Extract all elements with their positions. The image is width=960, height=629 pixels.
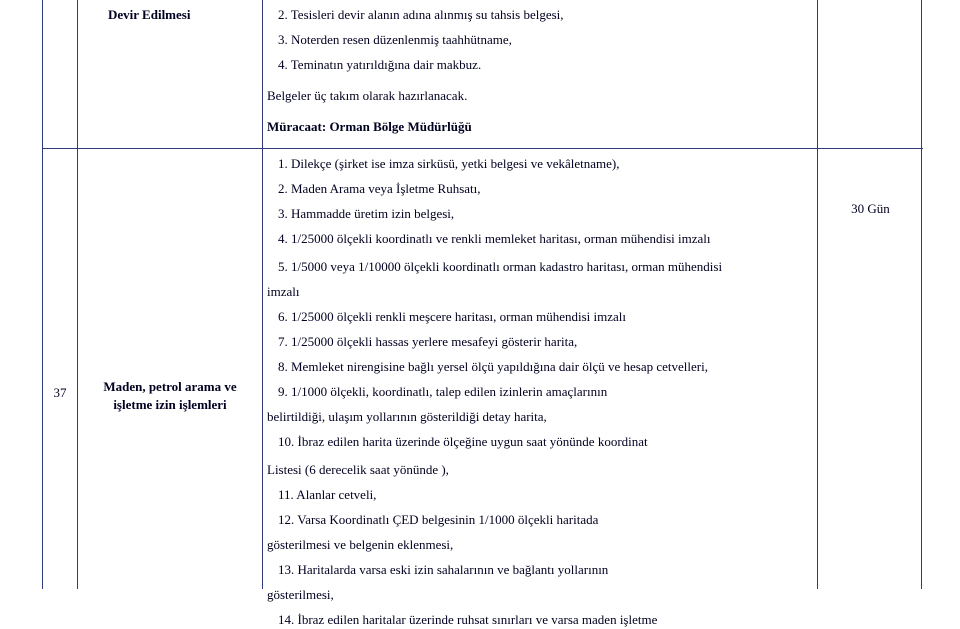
prev-row-title: Devir Edilmesi xyxy=(108,6,190,24)
table-frame: 37 Devir Edilmesi Maden, petrol arama ve… xyxy=(42,0,922,589)
r37-l1: 1. Dilekçe (şirket ise imza sirküsü, yet… xyxy=(263,155,620,173)
r37-l10: 10. İbraz edilen harita üzerinde ölçeğin… xyxy=(263,433,648,451)
r37-l3: 3. Hammadde üretim izin belgesi, xyxy=(263,205,454,223)
r37-l4: 4. 1/25000 ölçekli koordinatlı ve renkli… xyxy=(263,230,711,248)
column-duration: 30 Gün xyxy=(818,0,923,589)
prev-line-2: 2. Tesisleri devir alanın adına alınmış … xyxy=(263,6,564,24)
column-title: Devir Edilmesi Maden, petrol arama ve iş… xyxy=(78,0,263,589)
row-number: 37 xyxy=(43,384,77,402)
r37-l7: 7. 1/25000 ölçekli hassas yerlere mesafe… xyxy=(263,333,577,351)
prev-line-3: 3. Noterden resen düzenlenmiş taahhütnam… xyxy=(263,31,512,49)
row37-duration: 30 Gün xyxy=(818,200,923,218)
prev-line-4: 4. Teminatın yatırıldığına dair makbuz. xyxy=(263,56,481,74)
r37-l11: 11. Alanlar cetveli, xyxy=(263,486,376,504)
row-divider xyxy=(43,148,77,149)
r37-l5b: imzalı xyxy=(267,283,300,301)
row-divider xyxy=(818,148,923,149)
column-body: 2. Tesisleri devir alanın adına alınmış … xyxy=(263,0,818,589)
r37-l5: 5. 1/5000 veya 1/10000 ölçekli koordinat… xyxy=(263,258,722,276)
r37-l9b: belirtildiği, ulaşım yollarının gösteril… xyxy=(267,408,547,426)
row37-title: Maden, petrol arama ve işletme izin işle… xyxy=(78,378,262,414)
column-number: 37 xyxy=(43,0,78,589)
r37-l9: 9. 1/1000 ölçekli, koordinatlı, talep ed… xyxy=(263,383,607,401)
r37-l10b: Listesi (6 derecelik saat yönünde ), xyxy=(267,461,449,479)
r37-l2: 2. Maden Arama veya İşletme Ruhsatı, xyxy=(263,180,481,198)
r37-l12: 12. Varsa Koordinatlı ÇED belgesinin 1/1… xyxy=(263,511,598,529)
r37-l12b: gösterilmesi ve belgenin eklenmesi, xyxy=(267,536,453,554)
prev-note-1: Belgeler üç takım olarak hazırlanacak. xyxy=(267,87,467,105)
row-divider xyxy=(263,148,817,149)
r37-l13: 13. Haritalarda varsa eski izin sahaları… xyxy=(263,561,608,579)
row-divider xyxy=(78,148,262,149)
r37-l6: 6. 1/25000 ölçekli renkli meşcere harita… xyxy=(263,308,626,326)
prev-note-2: Müracaat: Orman Bölge Müdürlüğü xyxy=(267,118,472,136)
r37-l8: 8. Memleket nirengisine bağlı yersel ölç… xyxy=(263,358,708,376)
r37-l14: 14. İbraz edilen haritalar üzerinde ruhs… xyxy=(263,611,657,629)
